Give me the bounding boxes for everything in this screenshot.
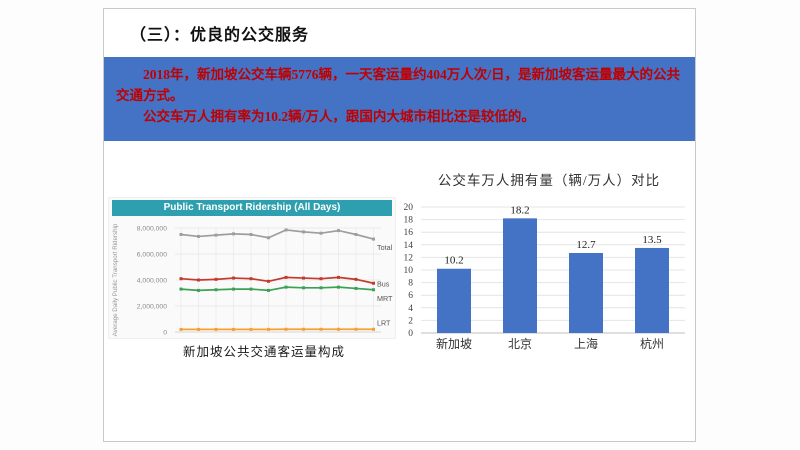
svg-text:上海: 上海 [574, 336, 598, 351]
svg-text:13.5: 13.5 [642, 234, 662, 246]
svg-text:8: 8 [408, 279, 413, 289]
svg-text:8,000,000: 8,000,000 [137, 226, 167, 233]
svg-text:10.2: 10.2 [444, 255, 463, 267]
svg-text:6,000,000: 6,000,000 [137, 252, 167, 259]
slide-title: （三）：优良的公交服务 [130, 27, 310, 44]
svg-text:20: 20 [404, 203, 414, 213]
svg-text:0: 0 [163, 330, 167, 337]
svg-text:Bus: Bus [377, 279, 390, 288]
svg-text:0: 0 [408, 329, 413, 339]
slide: （三）：优良的公交服务 2018年，新加坡公交车辆5776辆，一天客运量约404… [103, 8, 696, 442]
svg-text:10: 10 [404, 266, 414, 276]
svg-text:2,000,000: 2,000,000 [137, 304, 167, 311]
svg-text:Total: Total [377, 243, 393, 252]
svg-text:6: 6 [408, 291, 413, 301]
ridership-line-chart: Public Transport Ridership (All Days) 0 2… [108, 197, 396, 339]
svg-text:杭州: 杭州 [640, 336, 664, 351]
bar-chart-title: 公交车万人拥有量（辆/万人）对比 [437, 173, 661, 188]
highlight-paragraph-2: 公交车万人拥有率为10.2辆/万人，跟国内大城市相比还是较低的。 [143, 108, 535, 124]
svg-text:4,000,000: 4,000,000 [137, 278, 167, 285]
svg-text:LRT: LRT [377, 318, 391, 327]
svg-text:北京: 北京 [508, 337, 532, 351]
svg-text:18: 18 [404, 216, 414, 226]
svg-text:14: 14 [404, 241, 414, 251]
svg-text:2: 2 [408, 316, 413, 326]
svg-text:4: 4 [408, 304, 413, 314]
svg-text:MRT: MRT [377, 294, 393, 303]
svg-text:新加坡: 新加坡 [436, 336, 472, 351]
svg-text:12.7: 12.7 [576, 239, 596, 251]
svg-text:Average Daily Public Transport: Average Daily Public Transport Ridership [112, 223, 119, 336]
bar-chart-plot: 0 2 4 6 8 10 12 14 16 18 20 10.2 新加坡 18.2 北京 12.7 上海 13.5… [404, 203, 685, 351]
left-chart-caption: 新加坡公共交通客运量构成 [182, 345, 345, 359]
svg-text:18.2: 18.2 [510, 204, 529, 216]
highlight-paragraph-1: 2018年，新加坡公交车辆5776辆，一天客运量约404万人次/日，是新加坡客运… [116, 67, 680, 103]
svg-text:12: 12 [404, 253, 414, 263]
svg-text:16: 16 [404, 228, 414, 238]
line-chart-title: Public Transport Ridership (All Days) [112, 200, 392, 216]
highlight-box: 2018年，新加坡公交车辆5776辆，一天客运量约404万人次/日，是新加坡客运… [104, 57, 695, 141]
line-chart-plot: 0 2,000,000 4,000,000 6,000,000 8,000,000 Ave… [112, 223, 393, 337]
